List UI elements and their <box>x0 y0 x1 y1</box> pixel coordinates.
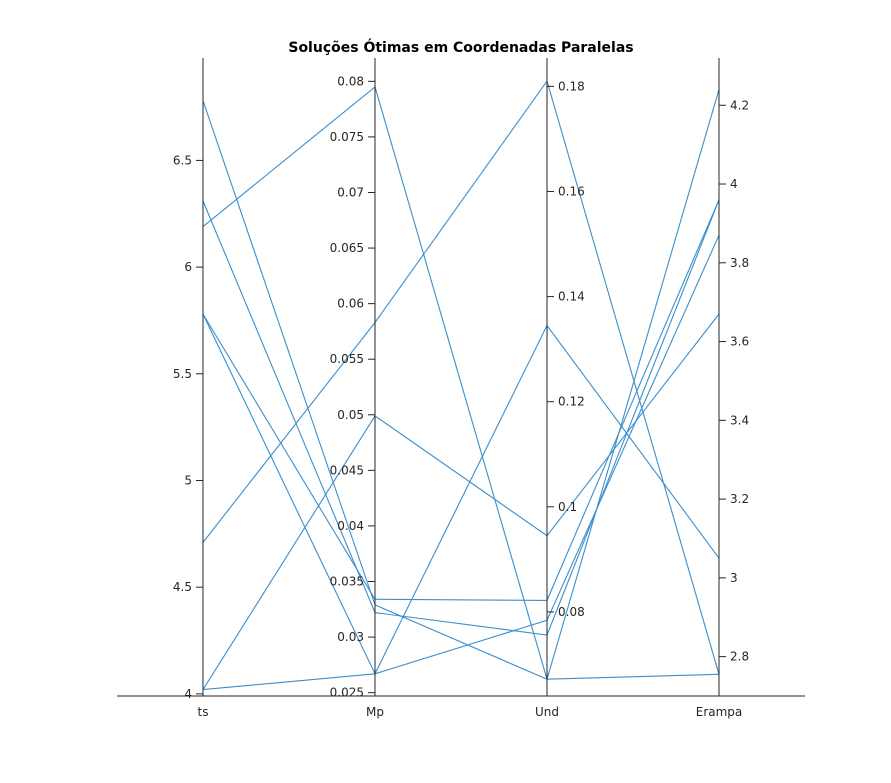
tick-label: 0.07 <box>337 185 364 199</box>
tick-label: 3.6 <box>730 335 749 349</box>
tick-label: 0.075 <box>330 130 364 144</box>
tick-label: 2.8 <box>730 650 749 664</box>
tick-label: 0.045 <box>330 463 364 477</box>
axis-label-erampa: Erampa <box>696 705 743 719</box>
axis-mp: 0.025 0.03 0.035 0.04 0.045 0.05 0.055 0.06 0.06… <box>330 58 384 719</box>
tick-label: 0.04 <box>337 519 364 533</box>
chart-title: Soluções Ótimas em Coordenadas Paralelas <box>288 38 633 56</box>
series-line-4 <box>202 313 720 676</box>
tick-label: 4 <box>184 687 192 701</box>
series-line-3 <box>202 199 720 636</box>
tick-label: 3 <box>730 571 738 585</box>
tick-label: 0.035 <box>330 575 364 589</box>
axes: 44.555.566.5ts0.0250.030.0350.040.0450.0… <box>173 58 749 719</box>
tick-label: 5 <box>184 473 192 487</box>
tick-label: 0.03 <box>337 630 364 644</box>
axis-erampa: 2.8 3 3.2 3.4 3.6 3.8 4 4.2 Erampa <box>696 58 749 719</box>
tick-label: 0.12 <box>558 395 585 409</box>
tick-label: 0.1 <box>558 500 577 514</box>
tick-label: 0.05 <box>337 408 364 422</box>
tick-label: 0.08 <box>337 74 364 88</box>
tick-label: 0.065 <box>330 241 364 255</box>
tick-label: 4 <box>730 177 738 191</box>
axis-label-und: Und <box>535 705 559 719</box>
series-line-1 <box>202 85 720 680</box>
axis-und: 0.08 0.1 0.12 0.14 0.16 0.18 Und <box>535 58 585 719</box>
tick-label: 0.14 <box>558 290 585 304</box>
tick-label: 4.5 <box>173 580 192 594</box>
axis-label-ts: ts <box>198 705 209 719</box>
tick-label: 0.08 <box>558 605 585 619</box>
series-line-5 <box>202 79 720 675</box>
tick-label: 0.18 <box>558 79 585 93</box>
axis-ts: 4 4.5 5 5.5 6 6.5 ts <box>173 58 209 719</box>
tick-label: 5.5 <box>173 367 192 381</box>
series-line-7 <box>202 234 720 691</box>
series-lines <box>202 79 720 691</box>
axis-label-mp: Mp <box>366 705 384 719</box>
tick-label: 6.5 <box>173 153 192 167</box>
tick-label: 3.8 <box>730 256 749 270</box>
tick-label: 0.025 <box>330 686 364 700</box>
series-line-6 <box>202 313 720 690</box>
tick-label: 0.06 <box>337 297 364 311</box>
tick-label: 3.2 <box>730 492 749 506</box>
tick-label: 4.2 <box>730 98 749 112</box>
tick-label: 6 <box>184 260 192 274</box>
series-line-8 <box>202 199 720 601</box>
tick-label: 0.16 <box>558 184 585 198</box>
tick-label: 0.055 <box>330 352 364 366</box>
series-line-2 <box>202 89 720 680</box>
tick-label: 3.4 <box>730 413 749 427</box>
